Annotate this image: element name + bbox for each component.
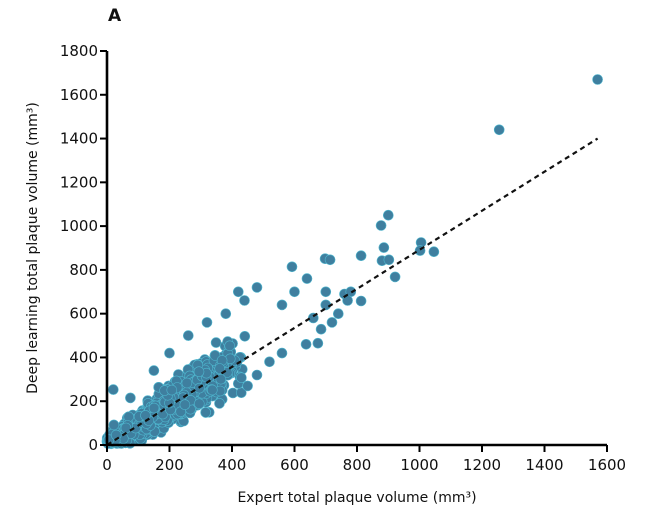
data-point: [179, 399, 191, 411]
data-point: [389, 271, 401, 283]
y-tick-label: 1000: [60, 217, 98, 235]
data-point: [166, 384, 178, 396]
data-point: [251, 369, 263, 381]
y-tick-label: 200: [69, 392, 98, 410]
y-tick-label: 400: [69, 348, 98, 366]
data-point: [355, 250, 367, 261]
data-points: [101, 74, 603, 450]
data-point: [239, 330, 251, 342]
data-point: [276, 347, 288, 359]
data-point: [326, 317, 338, 328]
data-point: [592, 74, 603, 85]
data-point: [108, 419, 120, 431]
x-tick-label: 1400: [525, 456, 563, 474]
data-point: [289, 286, 300, 298]
data-point: [201, 317, 213, 328]
data-point: [125, 392, 136, 404]
data-point: [194, 398, 205, 410]
data-point: [207, 384, 218, 396]
axes: 0 200 400 600 800 1000 1200 1400 1600 1800 0 200 400…: [60, 42, 626, 474]
data-point: [200, 407, 211, 418]
x-tick-label: 1600: [588, 456, 626, 474]
y-tick-label: 0: [88, 436, 98, 454]
y-tick-label: 1200: [60, 173, 98, 191]
regression-line: [106, 137, 599, 446]
data-point: [210, 337, 222, 348]
x-tick-label: 600: [280, 456, 309, 474]
data-point: [324, 254, 336, 266]
data-point: [148, 402, 160, 414]
x-tick-label: 200: [155, 456, 184, 474]
x-tick-label: 1200: [463, 456, 501, 474]
y-tick-label: 600: [69, 305, 98, 323]
x-axis-title: Expert total plaque volume (mm³): [237, 490, 476, 506]
data-point: [382, 209, 394, 221]
data-point: [183, 330, 194, 341]
data-point: [214, 398, 225, 409]
data-point: [164, 347, 175, 359]
data-point: [286, 261, 298, 273]
data-point: [264, 356, 275, 368]
data-point: [120, 422, 132, 434]
data-point: [332, 308, 344, 320]
data-point: [355, 295, 367, 307]
data-point: [276, 299, 288, 311]
y-tick-label: 1600: [60, 86, 98, 104]
data-point: [312, 337, 324, 349]
data-point: [224, 340, 235, 352]
data-point: [181, 377, 193, 389]
data-point: [383, 254, 395, 266]
y-tick-label: 1800: [60, 42, 98, 60]
data-point: [300, 338, 312, 350]
y-tick-label: 800: [69, 261, 98, 279]
x-tick-label: 1000: [400, 456, 438, 474]
data-point: [239, 295, 250, 306]
x-tick-label: 0: [102, 456, 112, 474]
data-point: [301, 273, 313, 284]
data-point: [251, 282, 263, 293]
data-point: [320, 286, 332, 298]
data-point: [242, 380, 253, 392]
data-point: [148, 365, 160, 376]
data-point: [108, 384, 119, 395]
data-point: [214, 363, 225, 374]
y-axis-title: Deep learning total plaque volume (mm³): [25, 102, 41, 394]
data-point: [375, 220, 387, 231]
panel-label: A: [108, 6, 122, 26]
data-point: [233, 286, 244, 298]
data-point: [493, 124, 505, 136]
data-point: [193, 366, 205, 378]
data-point: [220, 308, 232, 320]
y-tick-label: 1400: [60, 130, 98, 148]
data-point: [428, 246, 440, 257]
x-tick-label: 800: [343, 456, 372, 474]
data-point: [236, 372, 247, 384]
data-point: [315, 323, 327, 335]
x-tick-label: 400: [218, 456, 247, 474]
data-point: [378, 242, 390, 253]
